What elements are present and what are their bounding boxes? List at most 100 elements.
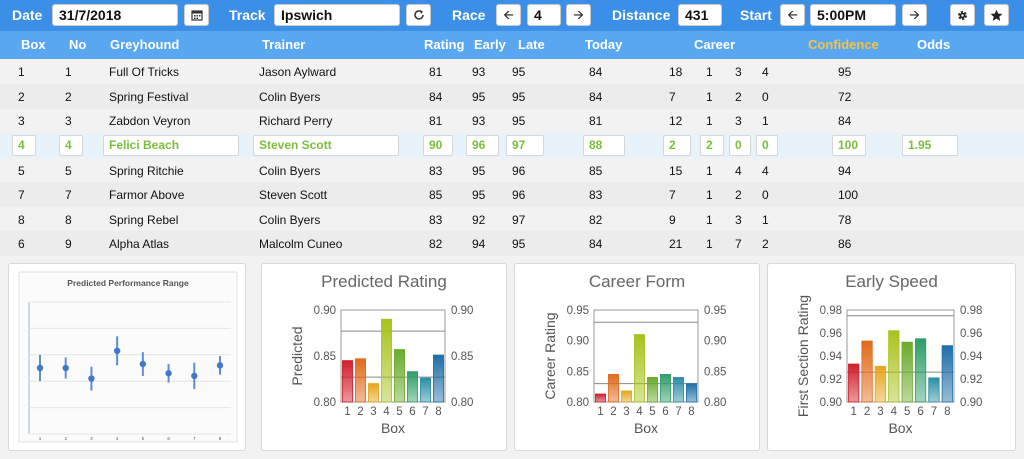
calendar-icon [190, 10, 203, 21]
distance-input[interactable]: 431 [678, 4, 722, 26]
cell-late: 95 [512, 114, 526, 128]
cell-box: 1 [18, 65, 25, 79]
cell-career-thirds: 0 [762, 188, 769, 202]
date-input[interactable]: 31/7/2018 [52, 4, 178, 26]
settings-button[interactable] [950, 4, 975, 26]
table-row[interactable]: 1 1 Full Of Tricks Jason Aylward 81 93 95 84 18 1… [0, 59, 1024, 84]
calendar-button[interactable] [184, 4, 209, 26]
cell-greyhound: Spring Rebel [109, 213, 179, 227]
cell-career-wins: 1 [706, 237, 713, 251]
cell-career-wins: 1 [706, 90, 713, 104]
toolbar: Date 31/7/2018 Track Ipswich Race 🡨 4 🡪 … [0, 0, 1024, 31]
x-axis-label: Box [634, 420, 658, 436]
cell-career-thirds: 0 [756, 135, 778, 156]
cell-career-starts: 18 [669, 65, 683, 79]
cell-early: 93 [472, 114, 486, 128]
y-tick-label-left: 0.92 [820, 374, 842, 386]
col-career[interactable]: Career [694, 37, 736, 52]
cell-box: 8 [18, 213, 25, 227]
chart-title: Predicted Performance Range [67, 278, 189, 288]
bar [901, 341, 913, 403]
col-odds[interactable]: Odds [917, 37, 951, 52]
cell-early: 94 [472, 237, 486, 251]
col-trainer[interactable]: Trainer [262, 37, 306, 52]
x-tick-label: 5 [142, 436, 145, 441]
table-row[interactable]: 2 2 Spring Festival Colin Byers 84 95 95 84 7 1 2 0… [0, 84, 1024, 109]
predicted-rating-panel: Predicted Rating 0.80 0.80 0.85 0.85 0.90 0.9… [261, 263, 507, 451]
col-late[interactable]: Late [518, 37, 545, 52]
col-no[interactable]: No [69, 37, 87, 52]
table-row[interactable]: 3 3 Zabdon Veyron Richard Perry 81 93 95 81 12 1 3… [0, 108, 1024, 133]
y-tick-label-right: 0.94 [960, 351, 983, 363]
cell-confidence: 72 [838, 90, 852, 104]
cell-career-seconds: 2 [735, 188, 742, 202]
cell-career-wins: 1 [706, 114, 713, 128]
data-point [113, 347, 121, 355]
cell-career-starts: 15 [669, 164, 683, 178]
cell-confidence: 95 [838, 65, 852, 79]
x-tick-label: 1 [344, 406, 350, 418]
x-tick-label: 6 [167, 436, 170, 441]
x-tick-label: 7 [675, 406, 681, 418]
cell-rating: 85 [429, 188, 443, 202]
cell-today: 81 [589, 114, 603, 128]
data-point [36, 364, 44, 372]
y-tick-label-right: 0.96 [960, 328, 982, 340]
table-row[interactable]: 5 5 Spring Ritchie Colin Byers 83 95 96 85 15 1 4 4… [0, 158, 1024, 183]
y-tick-label-left: 0.80 [314, 397, 336, 409]
cell-early: 96 [466, 135, 499, 156]
cell-greyhound: Spring Festival [109, 90, 189, 104]
favorite-button[interactable] [984, 4, 1009, 26]
bar [368, 383, 379, 403]
col-today[interactable]: Today [585, 37, 623, 52]
bar [861, 340, 873, 403]
cell-early: 95 [472, 188, 486, 202]
track-input[interactable]: Ipswich [274, 4, 400, 26]
race-input[interactable]: 4 [527, 4, 561, 26]
start-prev-button[interactable]: 🡨 [780, 4, 805, 26]
cell-career-starts: 12 [669, 114, 683, 128]
table-row[interactable]: 6 9 Alpha Atlas Malcolm Cuneo 82 94 95 84 21 1 7 2 8… [0, 231, 1024, 256]
col-confidence[interactable]: Confidence [808, 37, 879, 52]
x-tick-label: 1 [597, 406, 603, 418]
x-axis-label: Box [381, 420, 405, 436]
race-next-button[interactable]: 🡪 [566, 4, 591, 26]
y-tick-label-right: 0.90 [704, 336, 726, 348]
cell-trainer: Colin Byers [259, 213, 321, 227]
refresh-button[interactable] [406, 4, 431, 26]
col-box[interactable]: Box [21, 37, 46, 52]
col-early[interactable]: Early [474, 37, 506, 52]
cell-no: 9 [65, 237, 72, 251]
cell-rating: 90 [423, 135, 453, 156]
x-tick-label: 1 [850, 406, 856, 418]
early-speed-panel: Early Speed 0.90 0.90 0.92 0.92 0.94 0.94 0.96… [767, 263, 1016, 451]
cell-box: 3 [18, 114, 25, 128]
x-tick-label: 4 [383, 406, 390, 418]
col-rating[interactable]: Rating [424, 37, 465, 52]
cell-late: 95 [512, 237, 526, 251]
cell-trainer: Colin Byers [259, 90, 321, 104]
cell-no: 5 [65, 164, 72, 178]
cell-late: 96 [512, 164, 526, 178]
cell-greyhound: Full Of Tricks [109, 65, 180, 79]
cell-career-wins: 1 [706, 164, 713, 178]
cell-career-starts: 7 [669, 188, 676, 202]
y-tick-label-left: 0.96 [820, 328, 842, 340]
cell-box: 4 [12, 135, 36, 156]
bar [647, 377, 658, 403]
cell-confidence: 94 [838, 164, 852, 178]
cell-career-seconds: 0 [729, 135, 751, 156]
table-row-selected[interactable]: 4 4 Felici Beach Steven Scott 90 96 97 88 2 2 0 0 10… [0, 133, 1024, 158]
cell-trainer: Malcolm Cuneo [259, 237, 343, 251]
x-tick-label: 3 [877, 406, 883, 418]
start-time-input[interactable]: 5:00PM [810, 4, 896, 26]
start-next-button[interactable]: 🡪 [902, 4, 927, 26]
race-prev-button[interactable]: 🡨 [496, 4, 521, 26]
table-row[interactable]: 8 8 Spring Rebel Colin Byers 83 92 97 82 9 1 3 1 78 [0, 207, 1024, 232]
table-row[interactable]: 7 7 Farmor Above Steven Scott 85 95 96 83 7 1 2 0 10… [0, 182, 1024, 207]
cell-career-thirds: 1 [762, 213, 769, 227]
col-greyhound[interactable]: Greyhound [110, 37, 180, 52]
plot-frame [340, 309, 446, 403]
y-tick-label-left: 0.95 [567, 305, 589, 317]
cell-box: 7 [18, 188, 25, 202]
